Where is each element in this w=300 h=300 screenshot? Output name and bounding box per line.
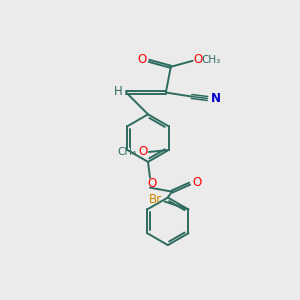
Text: H: H [114,85,123,98]
Text: O: O [138,146,148,158]
Text: O: O [192,176,201,189]
Text: O: O [137,53,147,66]
Text: CH₃: CH₃ [117,147,136,157]
Text: O: O [147,177,157,190]
Text: Br: Br [149,193,162,206]
Text: N: N [210,92,220,105]
Text: O: O [193,53,202,66]
Text: CH₃: CH₃ [202,55,221,65]
